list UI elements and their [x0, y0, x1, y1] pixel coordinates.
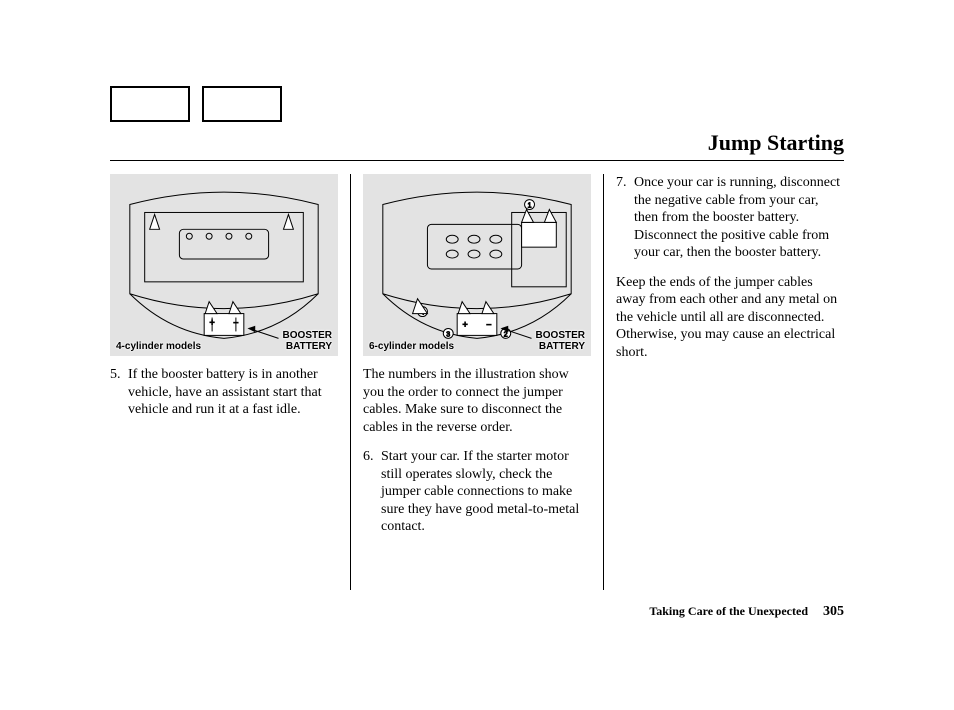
step-5: 5. If the booster battery is in another …	[110, 366, 338, 419]
engine-diagram-6cyl: 1 4 + − 3 2	[363, 174, 591, 356]
chapter-name: Taking Care of the Unexpected	[649, 604, 808, 618]
booster-line2: BATTERY	[286, 341, 332, 352]
page-number: 305	[823, 604, 844, 619]
figure-4cyl: + − 4-cylinder models BOOSTER BATTERY	[110, 174, 338, 356]
top-tab-row	[110, 86, 282, 122]
col2-intro: The numbers in the illustration show you…	[363, 366, 591, 436]
figure-6cyl: 1 4 + − 3 2	[363, 174, 591, 356]
page-title: Jump Starting	[110, 130, 844, 156]
page-header: Jump Starting	[110, 130, 844, 161]
step-text: Once your car is running, disconnect the…	[634, 174, 844, 262]
figure-model-label: 4-cylinder models	[116, 341, 201, 352]
booster-line2: BATTERY	[539, 341, 585, 352]
page-footer: Taking Care of the Unexpected 305	[649, 604, 844, 620]
tab-placeholder[interactable]	[202, 86, 282, 122]
svg-text:−: −	[233, 317, 238, 327]
step-6: 6. Start your car. If the starter motor …	[363, 448, 591, 536]
figure-model-label: 6-cylinder models	[369, 341, 454, 352]
svg-text:+: +	[210, 317, 215, 327]
svg-text:3: 3	[446, 331, 450, 338]
step-number: 6.	[363, 448, 381, 536]
content-columns: + − 4-cylinder models BOOSTER BATTERY	[110, 174, 844, 590]
svg-text:1: 1	[528, 203, 532, 210]
booster-line1: BOOSTER	[536, 330, 585, 341]
figure-booster-label: BOOSTER BATTERY	[283, 331, 332, 352]
step-text: Start your car. If the starter motor sti…	[381, 448, 591, 536]
column-3: 7. Once your car is running, disconnect …	[603, 174, 844, 590]
svg-text:−: −	[486, 319, 491, 329]
tab-placeholder[interactable]	[110, 86, 190, 122]
warning-paragraph: Keep the ends of the jumper cables away …	[616, 274, 844, 362]
manual-page: Jump Starting	[0, 0, 954, 710]
column-2: 1 4 + − 3 2	[350, 174, 603, 590]
column-1: + − 4-cylinder models BOOSTER BATTERY	[110, 174, 350, 590]
engine-diagram-4cyl: + −	[110, 174, 338, 356]
step-7: 7. Once your car is running, disconnect …	[616, 174, 844, 262]
svg-text:2: 2	[504, 331, 508, 338]
step-text: If the booster battery is in another veh…	[128, 366, 338, 419]
booster-line1: BOOSTER	[283, 330, 332, 341]
figure-booster-label: BOOSTER BATTERY	[536, 331, 585, 352]
step-number: 5.	[110, 366, 128, 419]
step-number: 7.	[616, 174, 634, 262]
svg-text:+: +	[463, 319, 468, 329]
